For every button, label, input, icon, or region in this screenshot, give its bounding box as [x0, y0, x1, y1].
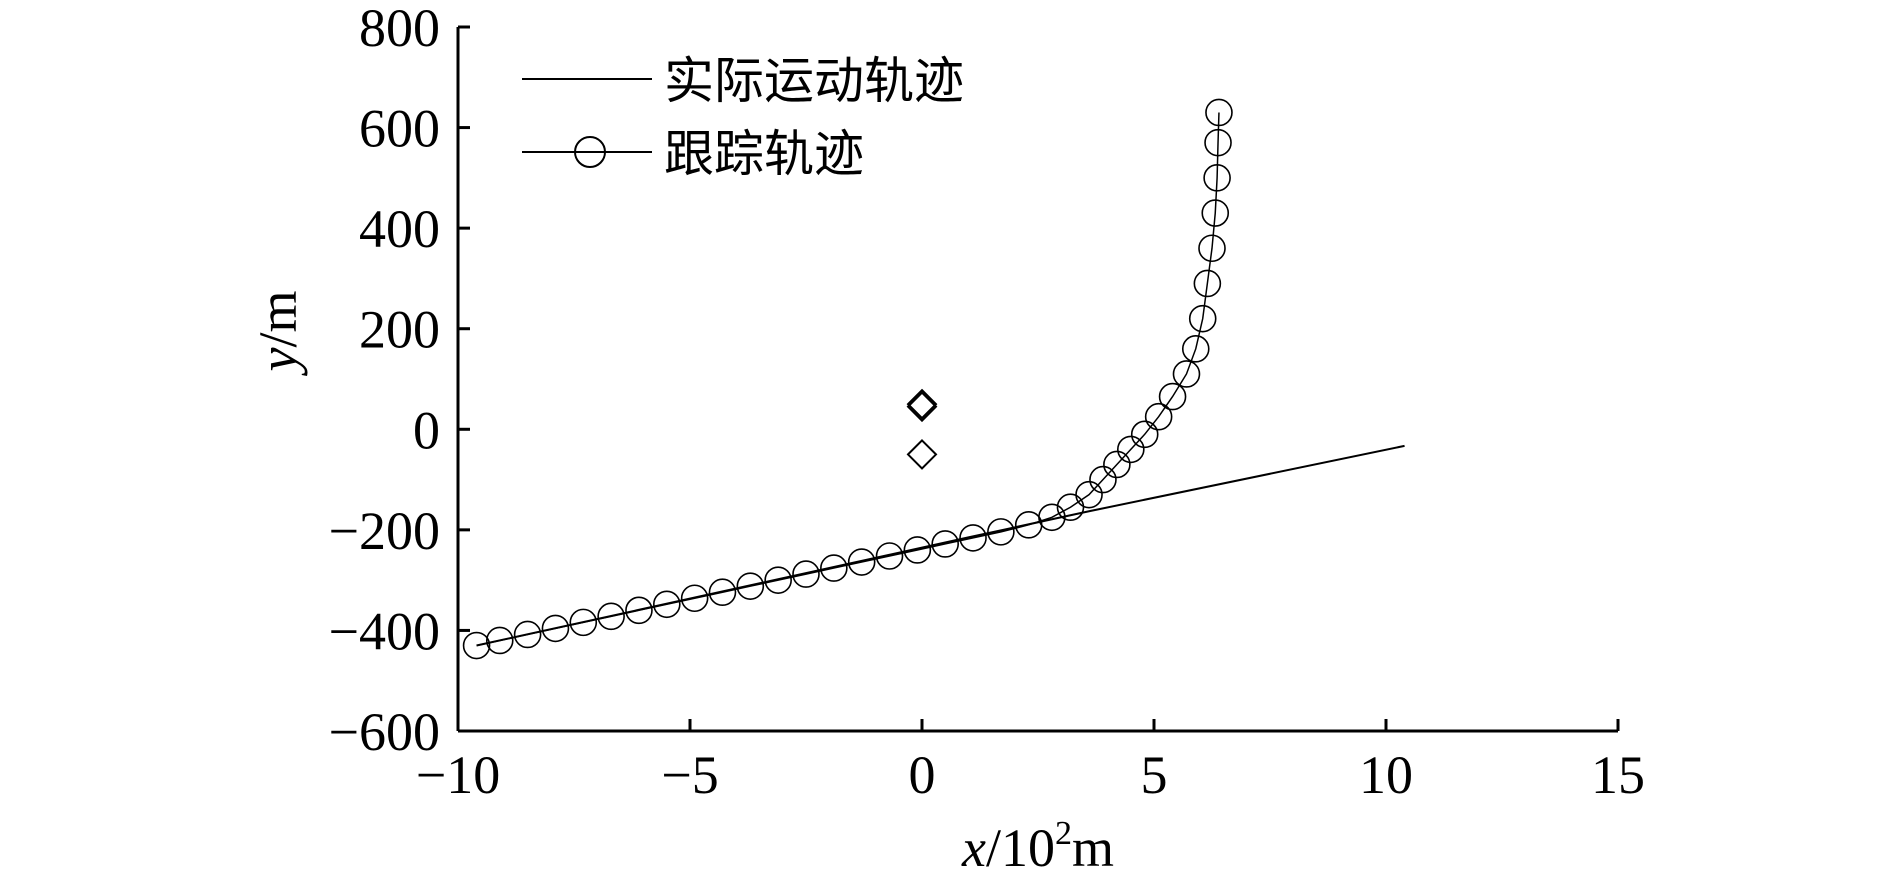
y-tick-label: 800 [359, 0, 440, 58]
tracking-point [1198, 234, 1226, 263]
tracking-point [462, 631, 491, 660]
tracking-point [987, 518, 1015, 546]
x-tick-label: 0 [909, 745, 936, 805]
tracking-point [1117, 435, 1145, 464]
tracking-point [541, 614, 570, 643]
y-axis-title: y/m [248, 291, 308, 377]
tracking-point [875, 542, 904, 570]
tracking-point [569, 608, 598, 637]
y-tick-label: 400 [359, 199, 440, 259]
tracking-point [1089, 465, 1117, 494]
tracking-point [764, 566, 792, 594]
tracking-point [1144, 402, 1173, 431]
y-tick-label: 200 [359, 300, 440, 360]
tracking-point [1205, 98, 1233, 127]
x-tick-label: 5 [1141, 745, 1168, 805]
tracking-point [1130, 420, 1159, 449]
tracking-point [931, 530, 960, 558]
series-line-tracking [476, 112, 1220, 647]
legend-entry-actual: 实际运动轨迹 [522, 52, 964, 110]
tracking-point [820, 554, 848, 582]
legend-label-tracking: 跟踪轨迹 [664, 125, 864, 183]
tracking-point [1201, 199, 1230, 227]
tracking-point [597, 602, 625, 631]
tracking-point [1172, 360, 1201, 388]
y-tick-label: −600 [329, 702, 440, 762]
tracking-point [792, 560, 820, 588]
series-layer [462, 98, 1405, 660]
tracking-point [1075, 480, 1103, 509]
x-tick-label: −10 [416, 745, 500, 805]
tracking-point [847, 548, 876, 576]
tracking-point [625, 596, 653, 625]
tracking-point [1188, 304, 1217, 333]
tracking-point [736, 572, 765, 600]
x-tick-label: 15 [1591, 745, 1645, 805]
y-tick-label: −400 [329, 601, 440, 661]
y-ticks: −600 −400 −200 0 200 400 600 800 [329, 0, 470, 762]
tracking-point [1203, 164, 1231, 192]
tracking-point [513, 620, 542, 649]
tracking-point [1204, 128, 1232, 157]
y-tick-label: −200 [329, 501, 440, 561]
tracking-point [1181, 335, 1210, 363]
x-tick-label: −5 [661, 745, 718, 805]
tracking-point [485, 626, 514, 655]
tracking-point [1103, 450, 1131, 479]
tracking-point [708, 578, 737, 607]
tracking-point [903, 536, 932, 564]
y-tick-label: 600 [359, 99, 440, 159]
legend-entry-tracking: 跟踪轨迹 [522, 125, 864, 183]
axes: −600 −400 −200 0 200 400 600 800 −10 −5 0 5 10 15 [329, 0, 1645, 805]
tracking-point [959, 524, 987, 552]
x-axis-title: x/102m [961, 815, 1114, 878]
tracking-point [652, 590, 681, 619]
tracking-point [1158, 382, 1187, 411]
legend: 实际运动轨迹 跟踪轨迹 [522, 52, 964, 183]
tracking-point [680, 584, 709, 613]
diamond-point [906, 391, 938, 423]
legend-marker-tracking [574, 136, 606, 168]
tracking-point [1193, 269, 1222, 298]
tracking-point [1038, 503, 1066, 532]
diamond-point [906, 388, 938, 420]
diamond-point [906, 439, 938, 470]
y-tick-label: 0 [413, 400, 440, 460]
x-ticks: −10 −5 0 5 10 15 [416, 719, 1645, 805]
x-tick-label: 10 [1359, 745, 1413, 805]
legend-label-actual: 实际运动轨迹 [664, 52, 964, 110]
